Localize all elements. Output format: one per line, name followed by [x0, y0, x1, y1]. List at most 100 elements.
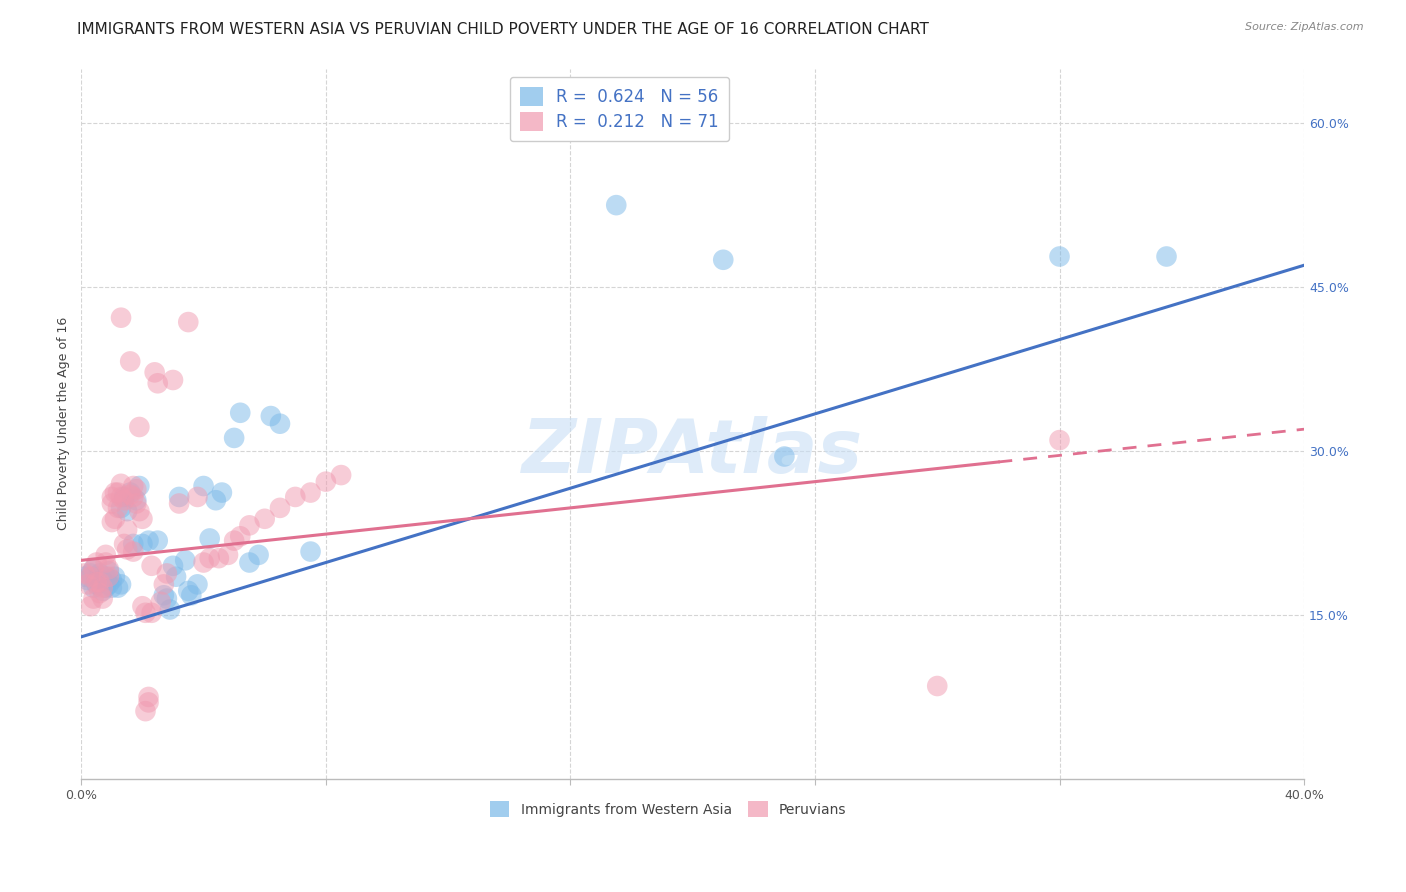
- Point: [107, 485, 129, 500]
- Point: [1156, 250, 1178, 264]
- Point: [125, 483, 148, 497]
- Point: [269, 417, 291, 431]
- Point: [299, 544, 322, 558]
- Point: [162, 558, 184, 573]
- Text: ZIPAtlas: ZIPAtlas: [522, 416, 863, 489]
- Point: [174, 553, 197, 567]
- Point: [101, 515, 124, 529]
- Text: IMMIGRANTS FROM WESTERN ASIA VS PERUVIAN CHILD POVERTY UNDER THE AGE OF 16 CORRE: IMMIGRANTS FROM WESTERN ASIA VS PERUVIAN…: [77, 22, 929, 37]
- Point: [94, 556, 117, 570]
- Point: [101, 581, 124, 595]
- Point: [79, 599, 101, 614]
- Point: [177, 583, 200, 598]
- Point: [143, 365, 166, 379]
- Point: [217, 548, 239, 562]
- Point: [94, 548, 117, 562]
- Point: [131, 537, 153, 551]
- Point: [125, 496, 148, 510]
- Point: [76, 573, 98, 587]
- Point: [186, 577, 208, 591]
- Point: [211, 485, 233, 500]
- Point: [927, 679, 949, 693]
- Point: [146, 533, 169, 548]
- Point: [104, 485, 127, 500]
- Point: [260, 409, 283, 423]
- Point: [120, 485, 142, 500]
- Point: [167, 490, 190, 504]
- Point: [138, 690, 160, 704]
- Point: [149, 595, 172, 609]
- Point: [177, 315, 200, 329]
- Point: [91, 573, 114, 587]
- Point: [180, 588, 202, 602]
- Point: [110, 490, 132, 504]
- Point: [229, 406, 252, 420]
- Point: [115, 504, 138, 518]
- Point: [107, 500, 129, 515]
- Point: [94, 570, 117, 584]
- Point: [89, 575, 111, 590]
- Point: [238, 556, 260, 570]
- Point: [112, 493, 135, 508]
- Point: [128, 479, 150, 493]
- Point: [86, 575, 108, 590]
- Point: [104, 512, 127, 526]
- Point: [122, 490, 145, 504]
- Point: [186, 490, 208, 504]
- Point: [115, 542, 138, 557]
- Point: [110, 500, 132, 515]
- Point: [122, 537, 145, 551]
- Point: [269, 500, 291, 515]
- Point: [86, 577, 108, 591]
- Point: [101, 490, 124, 504]
- Point: [773, 450, 796, 464]
- Point: [141, 558, 163, 573]
- Point: [284, 490, 307, 504]
- Point: [91, 581, 114, 595]
- Point: [193, 479, 215, 493]
- Point: [94, 581, 117, 595]
- Point: [247, 548, 270, 562]
- Point: [91, 591, 114, 606]
- Point: [83, 591, 105, 606]
- Point: [73, 570, 96, 584]
- Point: [605, 198, 627, 212]
- Point: [208, 551, 231, 566]
- Point: [153, 588, 176, 602]
- Point: [79, 566, 101, 581]
- Point: [198, 551, 221, 566]
- Point: [1049, 433, 1071, 447]
- Point: [110, 310, 132, 325]
- Point: [165, 570, 187, 584]
- Point: [141, 606, 163, 620]
- Point: [110, 577, 132, 591]
- Point: [83, 581, 105, 595]
- Point: [134, 606, 156, 620]
- Point: [110, 476, 132, 491]
- Point: [89, 566, 111, 581]
- Point: [97, 562, 120, 576]
- Point: [128, 504, 150, 518]
- Point: [224, 533, 246, 548]
- Point: [125, 493, 148, 508]
- Point: [122, 544, 145, 558]
- Point: [198, 532, 221, 546]
- Point: [146, 376, 169, 391]
- Text: Source: ZipAtlas.com: Source: ZipAtlas.com: [1246, 22, 1364, 32]
- Point: [97, 564, 120, 578]
- Point: [138, 695, 160, 709]
- Point: [97, 570, 120, 584]
- Point: [156, 566, 179, 581]
- Point: [89, 575, 111, 590]
- Point: [120, 488, 142, 502]
- Legend: Immigrants from Western Asia, Peruvians: Immigrants from Western Asia, Peruvians: [482, 792, 855, 825]
- Point: [128, 420, 150, 434]
- Point: [101, 573, 124, 587]
- Point: [97, 577, 120, 591]
- Point: [79, 570, 101, 584]
- Point: [1049, 250, 1071, 264]
- Point: [224, 431, 246, 445]
- Point: [138, 533, 160, 548]
- Point: [315, 475, 337, 489]
- Point: [76, 577, 98, 591]
